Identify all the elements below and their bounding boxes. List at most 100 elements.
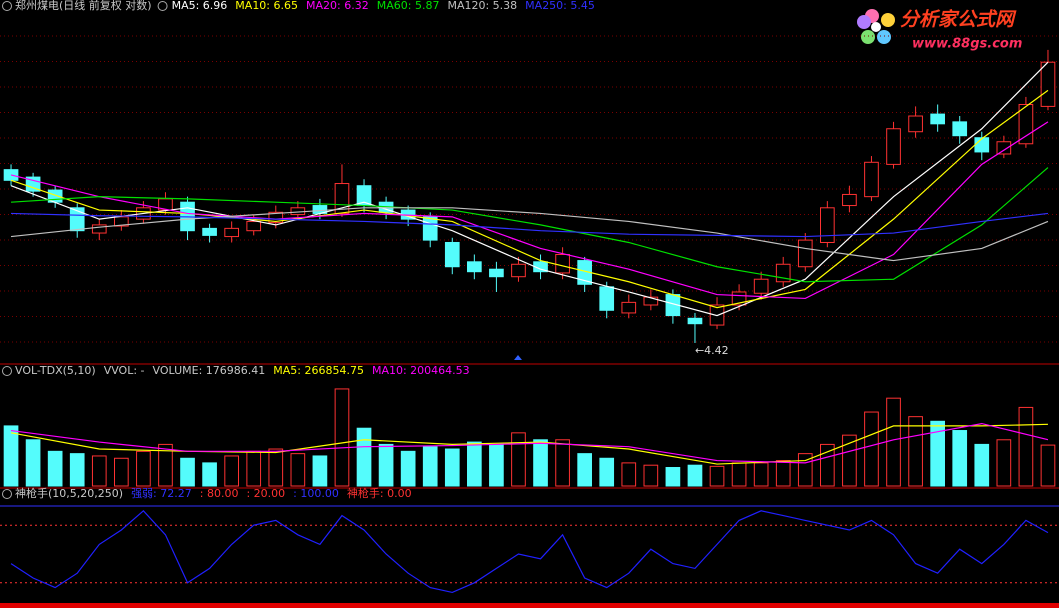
ma-line (10, 61, 1049, 317)
legend-item: MA10: 6.65 (235, 0, 298, 12)
volume-bar (908, 416, 923, 487)
logo-title: 分析家公式网 (900, 9, 1017, 31)
candle-body (886, 128, 901, 165)
logo-url: www.88gs.com (912, 37, 1022, 52)
logo-center (871, 22, 881, 32)
candle-body (974, 137, 990, 153)
candle-body (599, 286, 615, 311)
volume-bar (643, 464, 659, 487)
volume-bar (952, 430, 968, 487)
volume-bar (731, 462, 747, 487)
logo: 分析家公式网 www.88gs.com (857, 9, 1022, 52)
candle-body (864, 161, 879, 198)
volume-bar (1040, 444, 1056, 487)
candle-body (555, 253, 570, 274)
volume-bar (334, 388, 350, 487)
volume-bar (687, 464, 703, 487)
candle-body (820, 207, 835, 243)
volume-bar (753, 462, 769, 487)
legend-item: MA5: 266854.75 (273, 364, 364, 377)
volume-bar (775, 460, 791, 487)
volume-bar (886, 397, 901, 487)
volume-bar (467, 441, 482, 487)
candle-body (797, 239, 813, 268)
volume-bar (555, 439, 570, 487)
header-icon (157, 1, 168, 11)
volume-bar (136, 450, 151, 487)
candle-body (1040, 61, 1056, 107)
volume-bar (974, 443, 990, 487)
ma-line (10, 121, 1049, 300)
volume-bar (378, 443, 394, 487)
volume-bar (930, 420, 945, 487)
volume-bar (621, 462, 637, 487)
candle-body (687, 317, 703, 325)
legend-item: : 80.00 (200, 487, 239, 500)
volume-bar (444, 448, 460, 487)
candle-body (511, 263, 526, 278)
volume-bar (158, 443, 173, 487)
volume-bar (246, 450, 262, 487)
legend-item: VOLUME: 176986.41 (153, 364, 266, 377)
volume-bar (47, 450, 63, 487)
volume-bar (599, 457, 615, 487)
candle-body (996, 141, 1012, 155)
legend-item: MA120: 5.38 (447, 0, 517, 12)
volume-bar (489, 443, 504, 487)
candle-body (952, 121, 968, 137)
volume-bar (1018, 406, 1034, 487)
indicator-line (10, 509, 1049, 594)
ma-line (10, 422, 1049, 464)
candle-body (489, 268, 504, 278)
volume-bar (842, 434, 857, 487)
logo-petal (881, 13, 895, 27)
volume-bar (577, 453, 592, 487)
ma-line (10, 167, 1049, 283)
candle-body (91, 224, 107, 234)
header-icon (2, 489, 12, 499)
candle-body (908, 115, 923, 133)
legend-item: VOL-TDX(5,10) (15, 364, 96, 377)
legend-item: MA10: 200464.53 (372, 364, 470, 377)
legend-item: 神枪手(10,5,20,250) (15, 486, 123, 500)
logo-petal (877, 30, 891, 44)
volume-bar (69, 453, 85, 487)
candle-body (467, 261, 482, 273)
candle-body (268, 211, 284, 224)
volume-bar (709, 465, 725, 487)
volume-bar (312, 455, 328, 487)
volume-bar (820, 443, 835, 487)
volume-bar (996, 439, 1012, 487)
candle-body (643, 296, 659, 306)
volume-bar (202, 462, 217, 487)
volume-bar (268, 448, 284, 487)
logo-petal (861, 30, 875, 44)
ma-line (11, 212, 1049, 238)
annotation: ←4.42 (695, 344, 729, 357)
volume-bar (356, 427, 372, 487)
marker (514, 355, 522, 360)
logo-petal (857, 15, 871, 29)
legend-item: MA250: 5.45 (525, 0, 595, 12)
volume-bar (533, 439, 548, 487)
legend-item: MA60: 5.87 (377, 0, 440, 12)
candle-body (422, 216, 438, 241)
candle-body (621, 301, 637, 314)
volume-bar (864, 411, 879, 487)
volume-bar (422, 446, 438, 487)
volume-bar (25, 439, 41, 487)
legend-item: : 100.00 (293, 487, 339, 500)
candle-body (930, 113, 945, 125)
volume-bar (3, 425, 19, 487)
candle-body (753, 278, 769, 294)
volume-bar (511, 432, 526, 487)
legend-item: 强弱: 72.27 (131, 487, 192, 500)
candle-body (202, 227, 217, 236)
volume-bar (400, 450, 416, 487)
volume-bar (665, 467, 681, 487)
bottom-bar (0, 603, 1059, 608)
volume-bar (91, 455, 107, 487)
legend-item: 郑州煤电(日线 前复权 对数) (15, 0, 152, 12)
